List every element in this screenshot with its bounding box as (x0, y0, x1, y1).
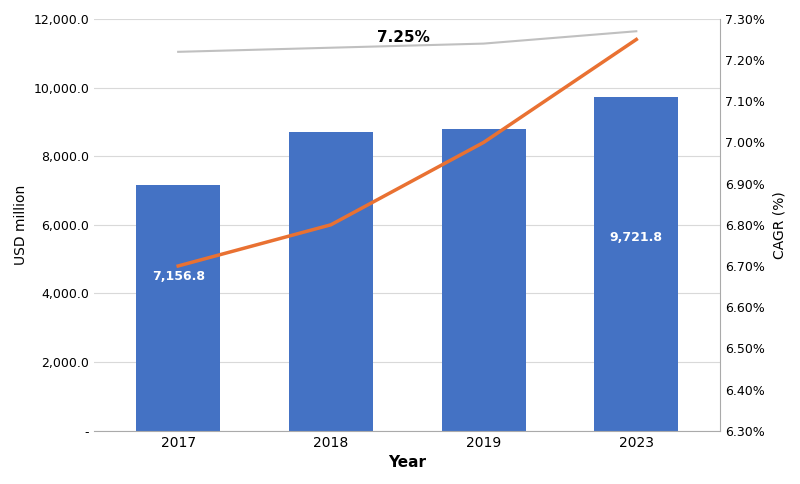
X-axis label: Year: Year (388, 455, 426, 470)
Text: 7,156.8: 7,156.8 (152, 271, 205, 283)
Text: 9,721.8: 9,721.8 (610, 231, 663, 244)
Bar (442, 129, 526, 431)
Bar (594, 97, 678, 431)
Bar (289, 132, 373, 431)
Text: 7.25%: 7.25% (377, 30, 430, 45)
Y-axis label: USD million: USD million (14, 185, 28, 265)
Y-axis label: CAGR (%): CAGR (%) (772, 191, 786, 258)
Bar (136, 185, 220, 431)
